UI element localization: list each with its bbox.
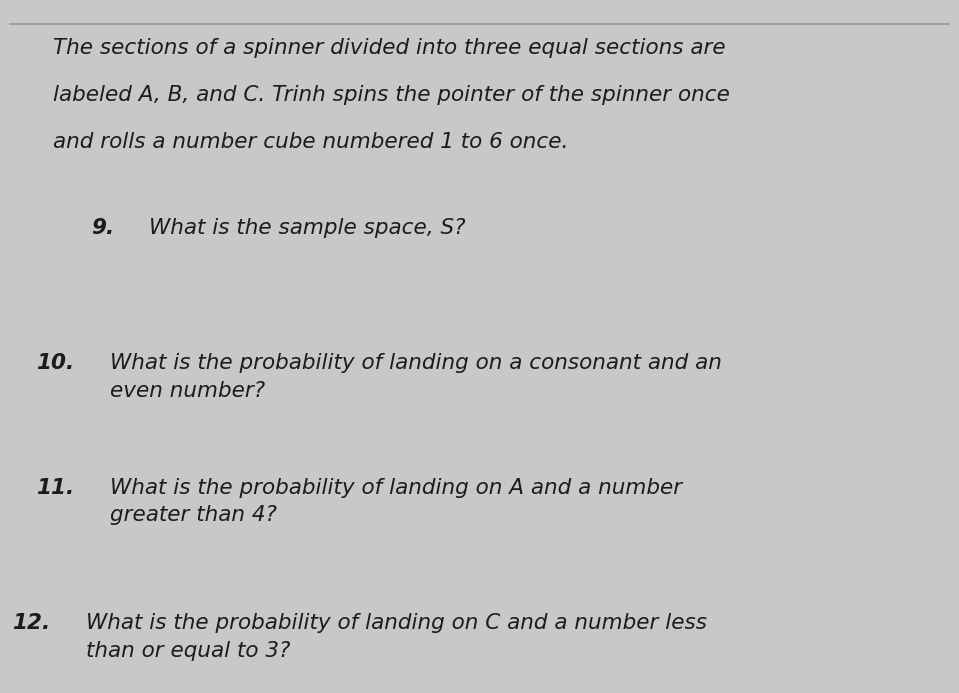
Text: labeled A, B, and C. Trinh spins the pointer of the spinner once: labeled A, B, and C. Trinh spins the poi… (53, 85, 730, 105)
Text: 12.: 12. (12, 613, 51, 633)
Text: 10.: 10. (36, 353, 75, 374)
Text: What is the probability of landing on a consonant and an
even number?: What is the probability of landing on a … (110, 353, 722, 401)
Text: 11.: 11. (36, 478, 75, 498)
Text: What is the probability of landing on C and a number less
than or equal to 3?: What is the probability of landing on C … (86, 613, 708, 660)
Text: 9.: 9. (91, 218, 114, 238)
Text: What is the sample space, S?: What is the sample space, S? (149, 218, 465, 238)
Text: and rolls a number cube numbered 1 to 6 once.: and rolls a number cube numbered 1 to 6 … (53, 132, 568, 152)
Text: The sections of a spinner divided into three equal sections are: The sections of a spinner divided into t… (53, 38, 725, 58)
Text: What is the probability of landing on A and a number
greater than 4?: What is the probability of landing on A … (110, 478, 683, 525)
